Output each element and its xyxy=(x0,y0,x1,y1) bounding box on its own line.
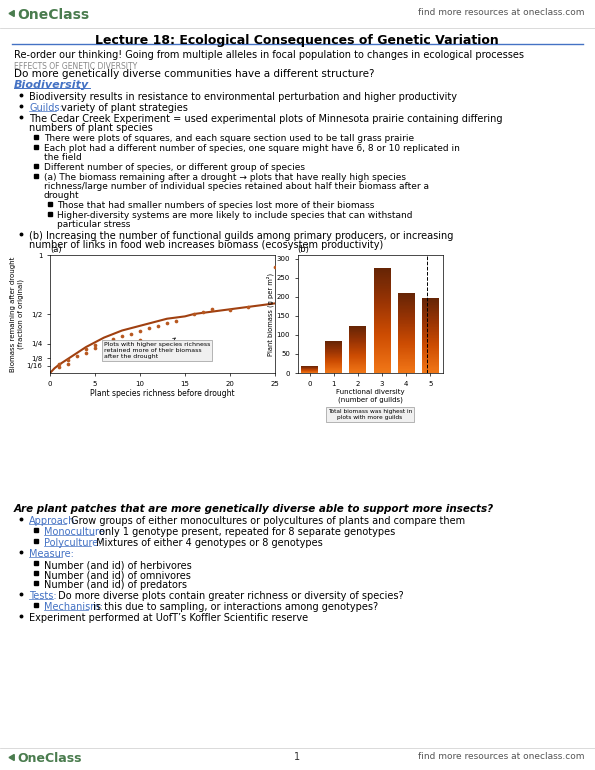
Text: find more resources at oneclass.com: find more resources at oneclass.com xyxy=(418,752,585,761)
Text: Do more genetically diverse communities have a different structure?: Do more genetically diverse communities … xyxy=(14,69,374,79)
Text: Number (and id) of omnivores: Number (and id) of omnivores xyxy=(44,570,191,580)
Text: Guilds:: Guilds: xyxy=(29,103,62,113)
Text: Lecture 18: Ecological Consequences of Genetic Variation: Lecture 18: Ecological Consequences of G… xyxy=(95,34,499,47)
Point xyxy=(154,320,163,332)
Point xyxy=(63,357,73,370)
Point xyxy=(82,343,91,356)
Point xyxy=(90,339,100,351)
Point xyxy=(117,330,127,343)
Text: There were plots of squares, and each square section used to be tall grass prair: There were plots of squares, and each sq… xyxy=(44,134,414,143)
Point xyxy=(135,324,145,336)
Text: Plots with higher species richness
retained more of their biomass
after the drou: Plots with higher species richness retai… xyxy=(104,338,211,359)
Point xyxy=(162,317,172,330)
Text: Grow groups of either monocultures or polycultures of plants and compare them: Grow groups of either monocultures or po… xyxy=(68,516,465,526)
Point xyxy=(171,315,181,327)
Text: number of links in food web increases biomass (ecosystem productivity): number of links in food web increases bi… xyxy=(29,240,383,250)
Text: Number (and id) of predators: Number (and id) of predators xyxy=(44,580,187,590)
Point xyxy=(108,333,118,345)
Point xyxy=(207,303,217,316)
Point xyxy=(54,360,64,373)
Text: Are plant patches that are more genetically diverse able to support more insects: Are plant patches that are more genetica… xyxy=(14,504,494,514)
Text: Measure:: Measure: xyxy=(29,549,74,559)
Point xyxy=(99,336,109,349)
Text: Mechanism:: Mechanism: xyxy=(44,602,103,612)
Point xyxy=(226,304,235,316)
Text: EFFECTS OF GENETIC DIVERSITY: EFFECTS OF GENETIC DIVERSITY xyxy=(14,62,137,71)
Text: Number (and id) of herbivores: Number (and id) of herbivores xyxy=(44,560,192,570)
Text: the field: the field xyxy=(44,153,82,162)
X-axis label: Functional diversity
(number of guilds): Functional diversity (number of guilds) xyxy=(336,390,405,403)
Bar xyxy=(325,342,342,373)
Text: Re-order our thinking! Going from multiple alleles in focal population to change: Re-order our thinking! Going from multip… xyxy=(14,50,524,60)
Point xyxy=(135,334,145,346)
Point xyxy=(243,301,253,313)
Point xyxy=(90,342,100,354)
Text: Total biomass was highest in
plots with more guilds: Total biomass was highest in plots with … xyxy=(328,409,412,420)
Text: Approach:: Approach: xyxy=(29,516,79,526)
Text: Do more diverse plots contain greater richness or diversity of species?: Do more diverse plots contain greater ri… xyxy=(55,591,403,601)
Text: only 1 genotype present, repeated for 8 separate genotypes: only 1 genotype present, repeated for 8 … xyxy=(96,527,395,537)
Text: Polyculture:: Polyculture: xyxy=(44,538,102,548)
Text: Different number of species, or different group of species: Different number of species, or differen… xyxy=(44,163,305,172)
Text: particular stress: particular stress xyxy=(57,220,130,229)
Text: variety of plant strategies: variety of plant strategies xyxy=(58,103,188,113)
Text: (a) The biomass remaining after a drought → plots that have really high species: (a) The biomass remaining after a drough… xyxy=(44,173,406,182)
Point xyxy=(63,354,73,367)
Text: (a): (a) xyxy=(50,245,62,254)
Text: Biodiversity results in resistance to environmental perturbation and higher prod: Biodiversity results in resistance to en… xyxy=(29,92,457,102)
Bar xyxy=(349,326,367,373)
Text: OneClass: OneClass xyxy=(17,752,82,765)
Point xyxy=(126,328,136,340)
Text: numbers of plant species: numbers of plant species xyxy=(29,123,153,133)
Text: (b): (b) xyxy=(298,245,309,254)
Point xyxy=(270,260,280,273)
Y-axis label: Plant biomass (g per m²): Plant biomass (g per m²) xyxy=(266,273,274,356)
Text: (b) Increasing the number of functional guilds among primary producers, or incre: (b) Increasing the number of functional … xyxy=(29,231,453,241)
Text: Those that had smaller numbers of species lost more of their biomass: Those that had smaller numbers of specie… xyxy=(57,201,374,210)
Point xyxy=(198,306,208,318)
Bar xyxy=(301,367,318,373)
Text: drought: drought xyxy=(44,191,80,200)
Text: Mixtures of either 4 genotypes or 8 genotypes: Mixtures of either 4 genotypes or 8 geno… xyxy=(93,538,322,548)
Text: Monoculture:: Monoculture: xyxy=(44,527,108,537)
X-axis label: Plant species richness before drought: Plant species richness before drought xyxy=(90,390,235,398)
Point xyxy=(144,322,154,334)
Text: Tests:: Tests: xyxy=(29,591,57,601)
Point xyxy=(54,358,64,370)
Point xyxy=(72,350,82,363)
Text: richness/large number of individual species retained about half their biomass af: richness/large number of individual spec… xyxy=(44,182,429,191)
Bar xyxy=(398,293,415,373)
Text: Each plot had a different number of species, one square might have 6, 8 or 10 re: Each plot had a different number of spec… xyxy=(44,144,460,153)
Text: Experiment performed at UofT’s Koffler Scientific reserve: Experiment performed at UofT’s Koffler S… xyxy=(29,613,308,623)
Text: is this due to sampling, or interactions among genotypes?: is this due to sampling, or interactions… xyxy=(90,602,378,612)
Text: Biodiversity: Biodiversity xyxy=(14,80,89,90)
Bar xyxy=(422,299,439,373)
Text: 1: 1 xyxy=(294,752,300,762)
Point xyxy=(189,308,199,320)
Y-axis label: Biomass remaining after drought
(fraction of original): Biomass remaining after drought (fractio… xyxy=(10,256,24,372)
Text: Higher-diversity systems are more likely to include species that can withstand: Higher-diversity systems are more likely… xyxy=(57,211,412,220)
Point xyxy=(82,346,91,359)
Text: OneClass: OneClass xyxy=(17,8,89,22)
Text: The Cedar Creek Experiment = used experimental plots of Minnesota prairie contai: The Cedar Creek Experiment = used experi… xyxy=(29,114,503,124)
Bar xyxy=(374,268,390,373)
Text: find more resources at oneclass.com: find more resources at oneclass.com xyxy=(418,8,585,17)
